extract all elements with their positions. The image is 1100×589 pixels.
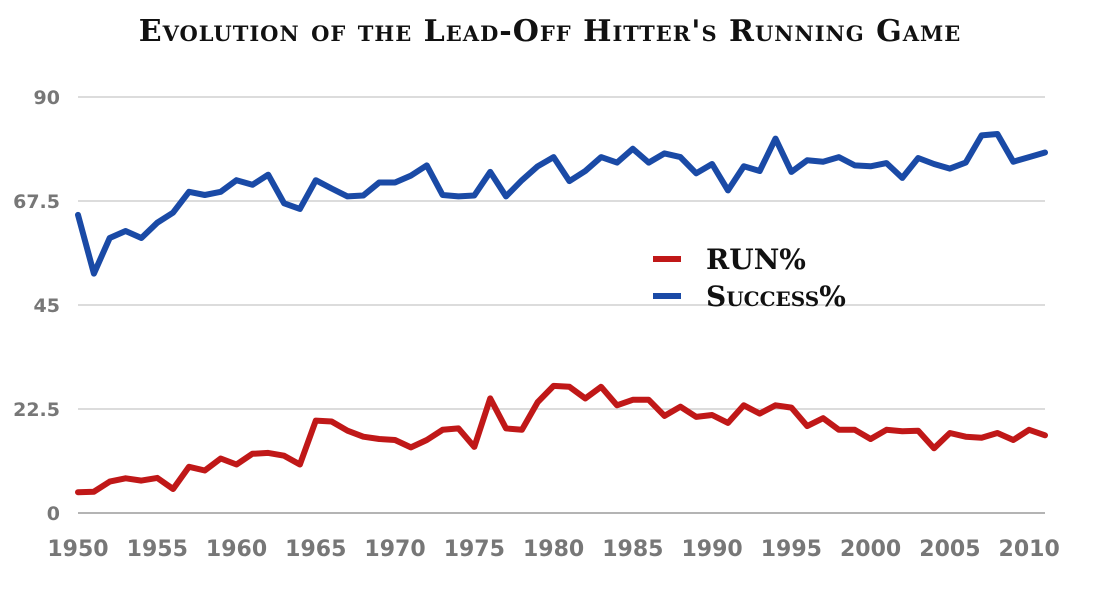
series-line-run <box>75 382 1048 496</box>
x-tick-label: 1965 <box>285 537 346 562</box>
series-line-success <box>75 131 1048 277</box>
y-tick-label: 45 <box>34 295 60 317</box>
gridlines <box>78 96 1045 514</box>
x-tick-label: 2000 <box>840 537 901 562</box>
y-tick-label: 90 <box>34 87 60 109</box>
y-axis-ticks: 0 22.5 45 67.5 90 <box>13 87 60 525</box>
x-tick-label: 1955 <box>127 537 188 562</box>
x-tick-label: 2010 <box>999 537 1060 562</box>
x-tick-label: 1980 <box>523 537 584 562</box>
y-tick-label: 0 <box>47 503 60 525</box>
x-tick-label: 1950 <box>47 537 108 562</box>
x-tick-label: 1990 <box>681 537 742 562</box>
x-tick-label: 1970 <box>364 537 425 562</box>
series-lines <box>75 131 1048 496</box>
legend-label: Success% <box>706 280 846 313</box>
y-tick-label: 22.5 <box>13 399 60 421</box>
x-tick-label: 1960 <box>206 537 267 562</box>
x-tick-label: 2005 <box>919 537 980 562</box>
y-tick-label: 67.5 <box>13 191 60 213</box>
x-tick-label: 1975 <box>444 537 505 562</box>
x-tick-label: 1985 <box>602 537 663 562</box>
chart-title: Evolution of the Lead-Off Hitter's Runni… <box>138 14 962 49</box>
legend-label: RUN% <box>706 243 806 276</box>
x-axis-ticks: 1950 1955 1960 1965 1970 1975 1980 1985 1990 1995… <box>47 537 1059 562</box>
x-tick-label: 1995 <box>761 537 822 562</box>
legend: RUN% Success% <box>653 243 846 313</box>
